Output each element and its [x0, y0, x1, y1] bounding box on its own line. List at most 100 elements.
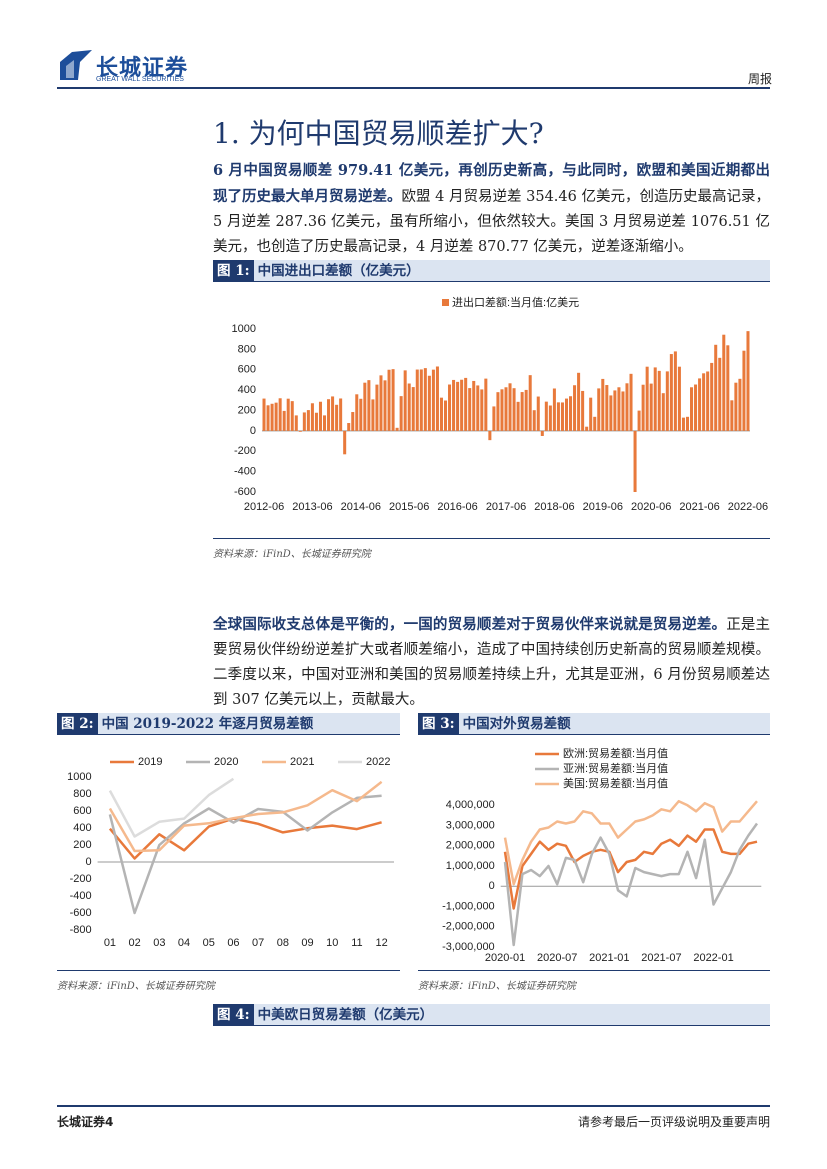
- bar: [472, 380, 476, 431]
- bar: [448, 384, 452, 431]
- bar: [544, 401, 548, 431]
- bar: [351, 412, 355, 431]
- bar: [391, 369, 395, 431]
- bar: [335, 404, 339, 431]
- y-tick-label: 800: [238, 343, 256, 355]
- bar: [327, 399, 331, 431]
- bar: [399, 396, 403, 431]
- bar: [637, 410, 641, 431]
- bar: [375, 384, 379, 431]
- bar: [690, 387, 694, 431]
- x-tick-label: 2017-06: [486, 501, 526, 513]
- bar: [456, 381, 460, 431]
- x-tick-label: 2022-01: [693, 952, 733, 964]
- legend-swatch: [442, 299, 449, 306]
- y-tick-label: 400: [73, 822, 91, 834]
- y-tick-label: 0: [85, 856, 91, 868]
- bar: [540, 430, 544, 436]
- paragraph-lead: 6 月中国贸易顺差 979.41 亿美元，再创历史新高，与此同时，欧盟和美国近期…: [213, 162, 770, 205]
- bar: [569, 396, 573, 431]
- bar: [681, 417, 685, 431]
- bar: [714, 344, 718, 431]
- bar: [657, 370, 661, 431]
- y-tick-label: 1,000,000: [446, 860, 495, 872]
- bar: [484, 378, 488, 431]
- x-tick-label: 03: [153, 937, 165, 949]
- bar: [649, 383, 653, 431]
- bar: [363, 382, 367, 431]
- figure-source: 资料来源：iFinD、长城证券研究院: [57, 970, 400, 992]
- footer-left: 长城证券4: [57, 1115, 114, 1129]
- x-tick-label: 05: [203, 937, 215, 949]
- bar: [435, 366, 439, 431]
- legend-label: 2021: [290, 756, 314, 768]
- bar: [403, 370, 407, 431]
- x-tick-label: 2022-06: [728, 501, 768, 513]
- bar: [323, 415, 327, 431]
- bar: [597, 388, 601, 431]
- bar: [331, 396, 335, 431]
- figure-caption-text: 中美欧日贸易差额（亿美元）: [257, 1007, 434, 1023]
- series-line: [108, 794, 382, 915]
- bar: [710, 362, 714, 431]
- series-line: [503, 828, 758, 910]
- figure-caption: 图 1: 中国进出口差额（亿美元）: [213, 260, 770, 282]
- bar: [746, 331, 750, 431]
- x-tick-label: 08: [277, 937, 289, 949]
- series-line: [503, 799, 758, 886]
- bar: [359, 398, 363, 431]
- bar: [480, 389, 484, 431]
- y-tick-label: -600: [234, 486, 256, 498]
- bar: [677, 366, 681, 431]
- bar: [496, 392, 500, 431]
- bar: [500, 389, 504, 431]
- figure-source: 资料来源：iFinD、长城证券研究院: [213, 538, 770, 560]
- legend-label: 2020: [214, 756, 238, 768]
- x-tick-label: 12: [376, 937, 388, 949]
- paragraph-lead: 全球国际收支总体是平衡的，一国的贸易顺差对于贸易伙伴来说就是贸易逆差。: [213, 616, 727, 633]
- bar: [730, 400, 734, 431]
- legend-label: 2019: [138, 756, 162, 768]
- bar: [407, 383, 411, 431]
- figure-caption-text: 中国 2019-2022 年逐月贸易差额: [101, 716, 314, 732]
- bar: [339, 398, 343, 431]
- x-tick-label: 07: [252, 937, 264, 949]
- x-tick-label: 2021-06: [679, 501, 719, 513]
- bar: [298, 430, 302, 432]
- bar: [306, 410, 310, 431]
- bar: [476, 385, 480, 431]
- figure-caption: 图 3: 中国对外贸易差额: [418, 713, 770, 735]
- bar: [419, 369, 423, 431]
- bar: [427, 375, 431, 431]
- bar: [395, 427, 399, 431]
- bar: [718, 357, 722, 431]
- y-tick-label: 2,000,000: [446, 840, 495, 852]
- x-tick-label: 11: [351, 937, 362, 949]
- paragraph-body: 欧盟 4 月贸易逆差 354.46 亿美元，创造历史最高记录，5 月逆差 287…: [213, 189, 771, 255]
- bar: [617, 387, 621, 431]
- bar: [605, 385, 609, 431]
- bar: [508, 383, 512, 431]
- legend-label: 欧洲:贸易差额:当月值: [563, 746, 668, 760]
- bar: [585, 426, 589, 431]
- figure-source: 资料来源：iFinD、长城证券研究院: [418, 970, 770, 992]
- bar: [343, 430, 347, 455]
- y-tick-label: 400: [238, 384, 256, 396]
- x-tick-label: 2019-06: [583, 501, 623, 513]
- x-tick-label: 2021-07: [641, 952, 681, 964]
- bar: [581, 390, 585, 431]
- y-tick-label: -400: [70, 890, 92, 902]
- bar: [665, 371, 669, 431]
- figure-label: 图 2:: [57, 713, 98, 735]
- logo-emblem: [60, 50, 92, 80]
- figure-label: 图 1:: [213, 260, 254, 282]
- figure-caption: 图 4: 中美欧日贸易差额（亿美元）: [213, 1004, 770, 1026]
- bar: [548, 405, 552, 431]
- bar: [492, 406, 496, 431]
- bar: [564, 398, 569, 431]
- bar: [532, 410, 536, 431]
- y-tick-label: 1000: [232, 323, 256, 335]
- paragraph: 6 月中国贸易顺差 979.41 亿美元，再创历史新高，与此同时，欧盟和美国近期…: [213, 158, 770, 260]
- x-tick-label: 01: [104, 937, 116, 949]
